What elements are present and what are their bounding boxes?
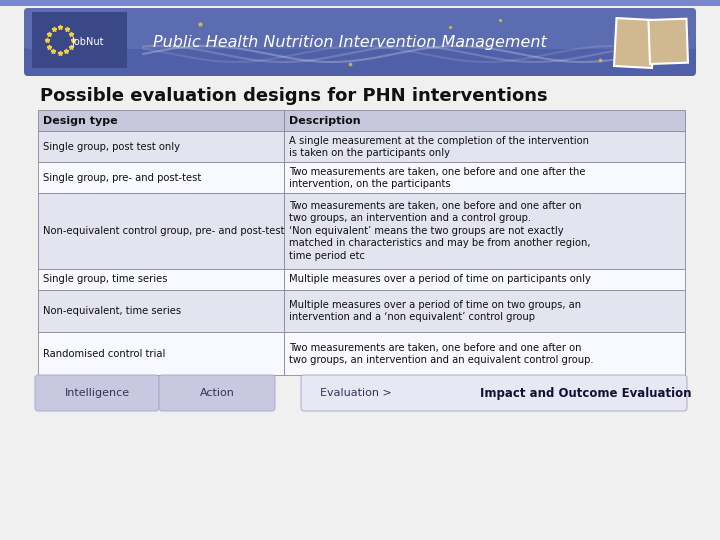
Text: Multiple measures over a period of time on two groups, an
intervention and a ‘no: Multiple measures over a period of time … [289,300,581,322]
Text: Non-equivalent, time series: Non-equivalent, time series [43,306,181,316]
Text: Randomised control trial: Randomised control trial [43,349,166,359]
Text: Action: Action [199,388,235,398]
Bar [38,290,284,333]
Text: Multiple measures over a period of time on participants only: Multiple measures over a period of time … [289,274,590,284]
Bar [284,131,685,162]
Text: Evaluation >: Evaluation > [320,388,392,398]
Text: Possible evaluation designs for PHN interventions: Possible evaluation designs for PHN inte… [40,87,548,105]
Text: Single group, time series: Single group, time series [43,274,168,284]
Bar [284,193,685,268]
Text: Two measurements are taken, one before and one after on
two groups, an intervent: Two measurements are taken, one before a… [289,201,590,261]
Text: Impact and Outcome Evaluation: Impact and Outcome Evaluation [480,387,691,400]
Bar [649,19,688,64]
Text: Intelligence: Intelligence [64,388,130,398]
Text: Two measurements are taken, one before and one after the
intervention, on the pa: Two measurements are taken, one before a… [289,166,585,189]
Text: A single measurement at the completion of the intervention
is taken on the parti: A single measurement at the completion o… [289,136,589,158]
FancyBboxPatch shape [301,375,687,411]
Text: Two measurements are taken, one before and one after on
two groups, an intervent: Two measurements are taken, one before a… [289,342,593,365]
Text: Description: Description [289,116,361,126]
FancyBboxPatch shape [24,8,696,49]
Bar [32,12,127,68]
Bar [0,0,720,6]
FancyBboxPatch shape [24,8,696,76]
FancyBboxPatch shape [35,375,159,411]
Bar [284,110,685,131]
Text: JobNut: JobNut [71,37,104,47]
Bar [38,333,284,375]
Bar [38,193,284,268]
Text: Single group, pre- and post-test: Single group, pre- and post-test [43,173,202,183]
Bar [38,268,284,290]
Bar [38,110,284,131]
Text: Public Health Nutrition Intervention Management: Public Health Nutrition Intervention Man… [153,35,546,50]
Bar [38,131,284,162]
Bar [284,290,685,333]
Bar [614,18,654,68]
Text: Design type: Design type [43,116,117,126]
Text: Non-equivalent control group, pre- and post-test: Non-equivalent control group, pre- and p… [43,226,284,236]
Bar [284,333,685,375]
Bar [284,268,685,290]
Bar [284,162,685,193]
FancyBboxPatch shape [159,375,275,411]
Text: Single group, post test only: Single group, post test only [43,142,180,152]
Bar [38,162,284,193]
